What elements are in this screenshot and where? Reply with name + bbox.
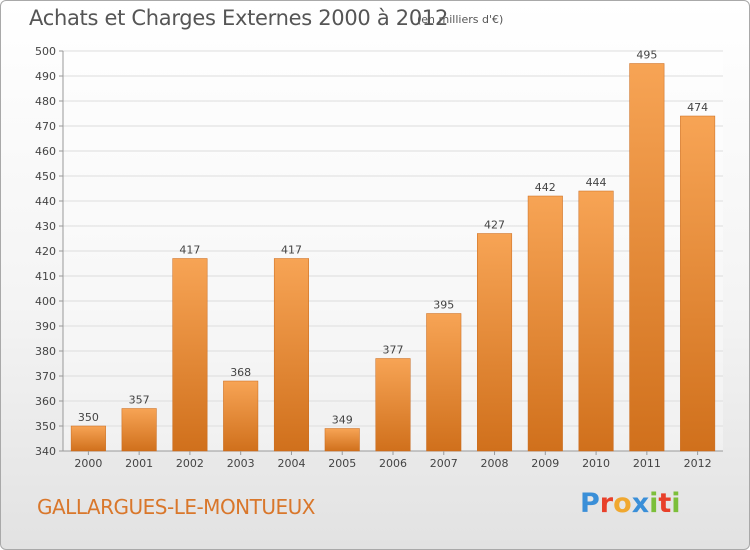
bar-2000: [70, 425, 106, 452]
bar-2008: [477, 233, 513, 452]
x-tick-label-2009: 2009: [531, 457, 559, 470]
x-tick-label-2001: 2001: [125, 457, 153, 470]
y-tick-label: 350: [35, 420, 56, 433]
y-tick-label: 480: [35, 95, 56, 108]
x-tick-label-2005: 2005: [328, 457, 356, 470]
y-tick-label: 420: [35, 245, 56, 258]
x-tick-label-2010: 2010: [582, 457, 610, 470]
bar-2009: [527, 195, 563, 452]
data-label-2012: 474: [687, 101, 708, 114]
y-tick-label: 430: [35, 220, 56, 233]
bar-2002: [172, 258, 208, 452]
x-tick-label-2006: 2006: [379, 457, 407, 470]
data-label-2005: 349: [332, 414, 353, 427]
bar-2001: [121, 408, 157, 452]
data-label-2001: 357: [129, 394, 150, 407]
data-label-2003: 368: [230, 366, 251, 379]
y-tick-label: 400: [35, 295, 56, 308]
y-tick-label: 360: [35, 395, 56, 408]
y-tick-label: 340: [35, 445, 56, 458]
x-tick-label-2004: 2004: [277, 457, 305, 470]
bar-2010: [578, 190, 614, 452]
x-tick-label-2008: 2008: [481, 457, 509, 470]
data-label-2006: 377: [383, 344, 404, 357]
logo-letter: i: [671, 488, 681, 519]
bar-2012: [680, 115, 716, 452]
y-tick-label: 490: [35, 70, 56, 83]
data-label-2004: 417: [281, 244, 302, 257]
x-tick-label-2003: 2003: [227, 457, 255, 470]
x-tick-label-2002: 2002: [176, 457, 204, 470]
y-tick-label: 460: [35, 145, 56, 158]
data-label-2011: 495: [636, 49, 657, 62]
data-label-2009: 442: [535, 181, 556, 194]
bar-2005: [324, 428, 360, 452]
x-tick-label-2007: 2007: [430, 457, 458, 470]
y-tick-label: 500: [35, 45, 56, 58]
y-tick-label: 440: [35, 195, 56, 208]
x-tick-label-2012: 2012: [684, 457, 712, 470]
bar-2011: [629, 63, 665, 452]
y-tick-label: 450: [35, 170, 56, 183]
y-tick-label: 370: [35, 370, 56, 383]
bar-2006: [375, 358, 411, 452]
x-tick-label-2011: 2011: [633, 457, 661, 470]
logo-letter: r: [599, 488, 614, 519]
chart-title: Achats et Charges Externes 2000 à 2012: [29, 6, 449, 30]
logo-letter: x: [631, 488, 650, 519]
proxiti-logo: Proxiti: [580, 488, 681, 519]
logo-letter: o: [613, 488, 632, 519]
x-tick-label-2000: 2000: [74, 457, 102, 470]
y-tick-label: 470: [35, 120, 56, 133]
data-label-2002: 417: [179, 244, 200, 257]
y-tick-label: 390: [35, 320, 56, 333]
y-tick-label: 410: [35, 270, 56, 283]
commune-name: GALLARGUES-LE-MONTUEUX: [37, 495, 315, 519]
data-label-2008: 427: [484, 219, 505, 232]
data-label-2010: 444: [586, 176, 607, 189]
logo-letter: i: [649, 488, 659, 519]
bar-2004: [273, 258, 309, 452]
y-tick-label: 380: [35, 345, 56, 358]
data-label-2000: 350: [78, 411, 99, 424]
bar-2007: [426, 313, 462, 452]
logo-letter: t: [658, 488, 672, 519]
bar-2003: [223, 380, 259, 452]
data-label-2007: 395: [433, 299, 454, 312]
logo-letter: P: [580, 488, 600, 519]
chart-subtitle: (en milliers d'€): [417, 13, 504, 26]
